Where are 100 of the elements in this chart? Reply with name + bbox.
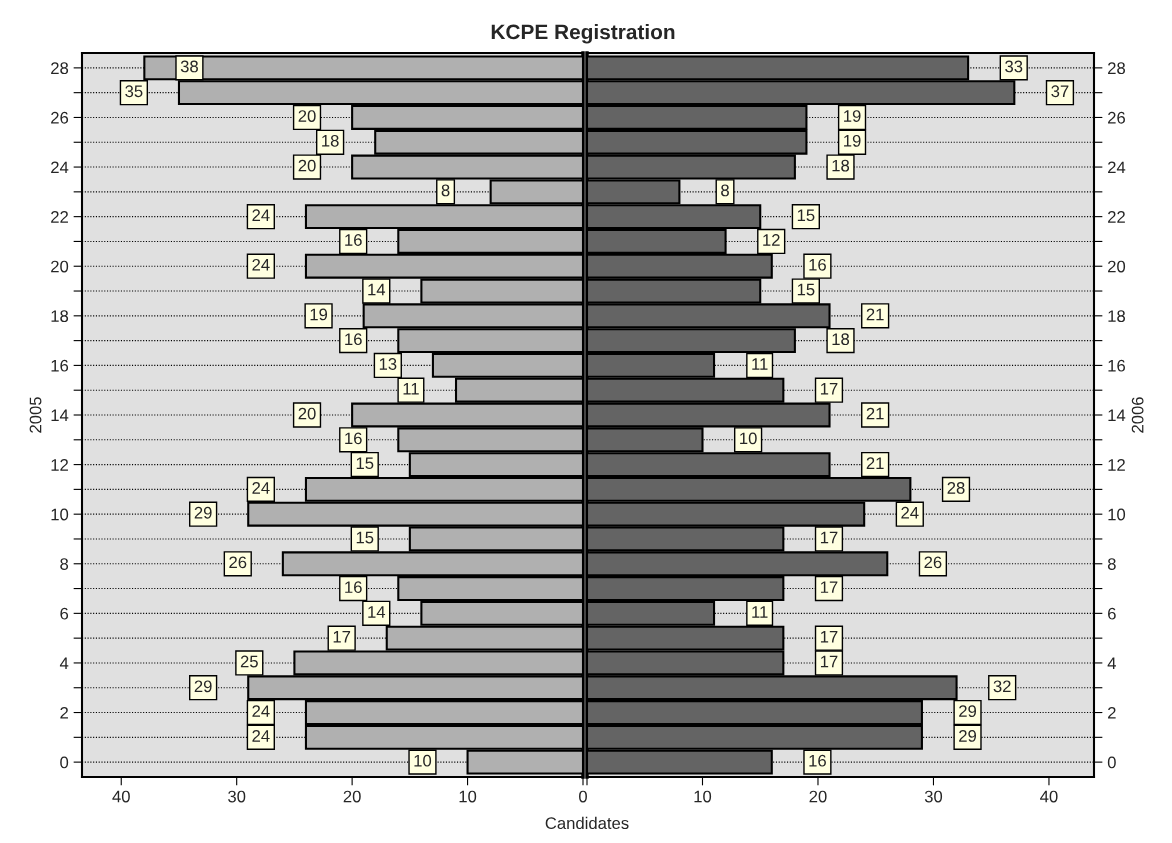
data-label: 38 bbox=[180, 60, 198, 73]
data-label: 17 bbox=[820, 383, 838, 395]
y-tick-label: 22 bbox=[1108, 211, 1125, 223]
data-label: 15 bbox=[356, 457, 374, 470]
data-label: 17 bbox=[820, 630, 838, 643]
y-tick-label: 0 bbox=[1107, 756, 1116, 769]
y-tick-label: 28 bbox=[51, 62, 69, 75]
data-label: 32 bbox=[993, 680, 1011, 693]
data-label: 10 bbox=[740, 432, 757, 445]
y-tick-label: 6 bbox=[60, 607, 69, 620]
data-label: 24 bbox=[252, 730, 270, 742]
data-label: 17 bbox=[333, 630, 351, 643]
data-label: 18 bbox=[322, 134, 339, 147]
data-label: 24 bbox=[252, 258, 270, 271]
y-tick-label: 12 bbox=[1108, 458, 1125, 471]
y-tick-label: 6 bbox=[1108, 607, 1116, 620]
data-label: 17 bbox=[820, 531, 838, 544]
y-tick-label: 0 bbox=[60, 756, 69, 769]
data-label: 20 bbox=[298, 407, 316, 420]
x-axis-title: Candidates bbox=[545, 816, 629, 830]
data-label: 29 bbox=[194, 506, 212, 519]
x-tick-label: 40 bbox=[1040, 790, 1058, 803]
data-label: 16 bbox=[345, 234, 362, 246]
y-tick-label: 8 bbox=[1107, 558, 1116, 570]
data-label: 24 bbox=[252, 209, 270, 221]
y-tick-label: 10 bbox=[1108, 508, 1126, 521]
data-label: 16 bbox=[345, 333, 362, 346]
data-label: 11 bbox=[403, 383, 419, 395]
data-label: 21 bbox=[866, 308, 884, 321]
data-label: 10 bbox=[414, 754, 432, 767]
data-label: 11 bbox=[752, 358, 768, 370]
y-tick-label: 20 bbox=[51, 260, 69, 273]
y-tick-label: 14 bbox=[51, 409, 69, 422]
data-label: 24 bbox=[252, 482, 270, 494]
data-label: 16 bbox=[345, 432, 362, 445]
data-label: 8 bbox=[721, 184, 729, 197]
x-tick-label: 10 bbox=[694, 790, 712, 803]
y-tick-label: 16 bbox=[1108, 359, 1125, 372]
data-label: 8 bbox=[441, 184, 450, 197]
y-tick-label: 2 bbox=[60, 706, 68, 719]
data-label: 29 bbox=[959, 705, 977, 718]
x-tick-label: 30 bbox=[228, 790, 246, 803]
data-label: 20 bbox=[298, 110, 316, 122]
data-label: 15 bbox=[356, 531, 374, 544]
data-label: 19 bbox=[844, 134, 861, 147]
y-tick-label: 2 bbox=[1108, 706, 1116, 719]
y-tick-label: 14 bbox=[1108, 409, 1126, 422]
data-label: 29 bbox=[959, 730, 977, 742]
data-label: 21 bbox=[866, 407, 884, 420]
y-tick-label: 8 bbox=[60, 558, 69, 570]
y-tick-label: 16 bbox=[51, 359, 69, 372]
data-label: 16 bbox=[345, 581, 362, 594]
data-label: 26 bbox=[229, 556, 247, 569]
data-label: 15 bbox=[797, 209, 815, 222]
data-label: 25 bbox=[240, 655, 258, 668]
data-label: 19 bbox=[310, 308, 328, 321]
x-tick-label: 0 bbox=[579, 790, 587, 803]
x-tick-label: 40 bbox=[112, 790, 130, 803]
data-label: 17 bbox=[820, 655, 838, 668]
data-label: 11 bbox=[752, 606, 768, 618]
data-label: 26 bbox=[924, 556, 942, 569]
y-tick-label: 26 bbox=[1108, 111, 1125, 124]
y-tick-label: 18 bbox=[1108, 310, 1126, 323]
data-label: 21 bbox=[866, 457, 884, 469]
data-label: 37 bbox=[1051, 85, 1069, 98]
y-tick-label: 20 bbox=[1108, 260, 1126, 273]
data-label: 28 bbox=[947, 482, 965, 494]
chart-title: KCPE Registration bbox=[491, 24, 675, 44]
y-tick-label: 26 bbox=[51, 111, 69, 124]
y-tick-label: 24 bbox=[1108, 161, 1126, 174]
x-tick-label: 30 bbox=[924, 790, 943, 803]
data-label: 12 bbox=[763, 234, 780, 246]
x-tick-label: 20 bbox=[809, 790, 827, 803]
y-axis-title: 2005 bbox=[29, 397, 42, 433]
data-label: 20 bbox=[298, 159, 316, 172]
y-tick-label: 22 bbox=[51, 211, 68, 223]
data-label: 14 bbox=[368, 606, 386, 618]
y-tick-label: 28 bbox=[1108, 62, 1126, 75]
y-tick-label: 4 bbox=[59, 657, 69, 669]
data-label: 14 bbox=[368, 283, 386, 296]
data-label: 24 bbox=[901, 506, 919, 519]
data-label: 18 bbox=[832, 159, 850, 172]
data-label: 15 bbox=[797, 283, 815, 296]
y-axis-title: 2006 bbox=[1131, 397, 1144, 433]
data-label: 18 bbox=[832, 333, 850, 346]
data-label: 33 bbox=[1005, 60, 1023, 73]
y-tick-label: 4 bbox=[1107, 657, 1116, 669]
data-label: 16 bbox=[809, 258, 826, 271]
data-label: 13 bbox=[379, 358, 397, 370]
y-tick-label: 12 bbox=[51, 458, 68, 471]
data-label: 17 bbox=[820, 581, 838, 593]
data-label: 24 bbox=[252, 705, 270, 717]
x-tick-label: 20 bbox=[343, 790, 361, 803]
y-tick-label: 10 bbox=[51, 508, 69, 521]
x-tick-label: 10 bbox=[459, 790, 477, 803]
data-label: 35 bbox=[125, 85, 143, 98]
data-label: 19 bbox=[844, 110, 861, 122]
data-label: 29 bbox=[194, 680, 212, 693]
y-tick-label: 18 bbox=[51, 310, 69, 323]
data-label: 16 bbox=[809, 754, 826, 767]
